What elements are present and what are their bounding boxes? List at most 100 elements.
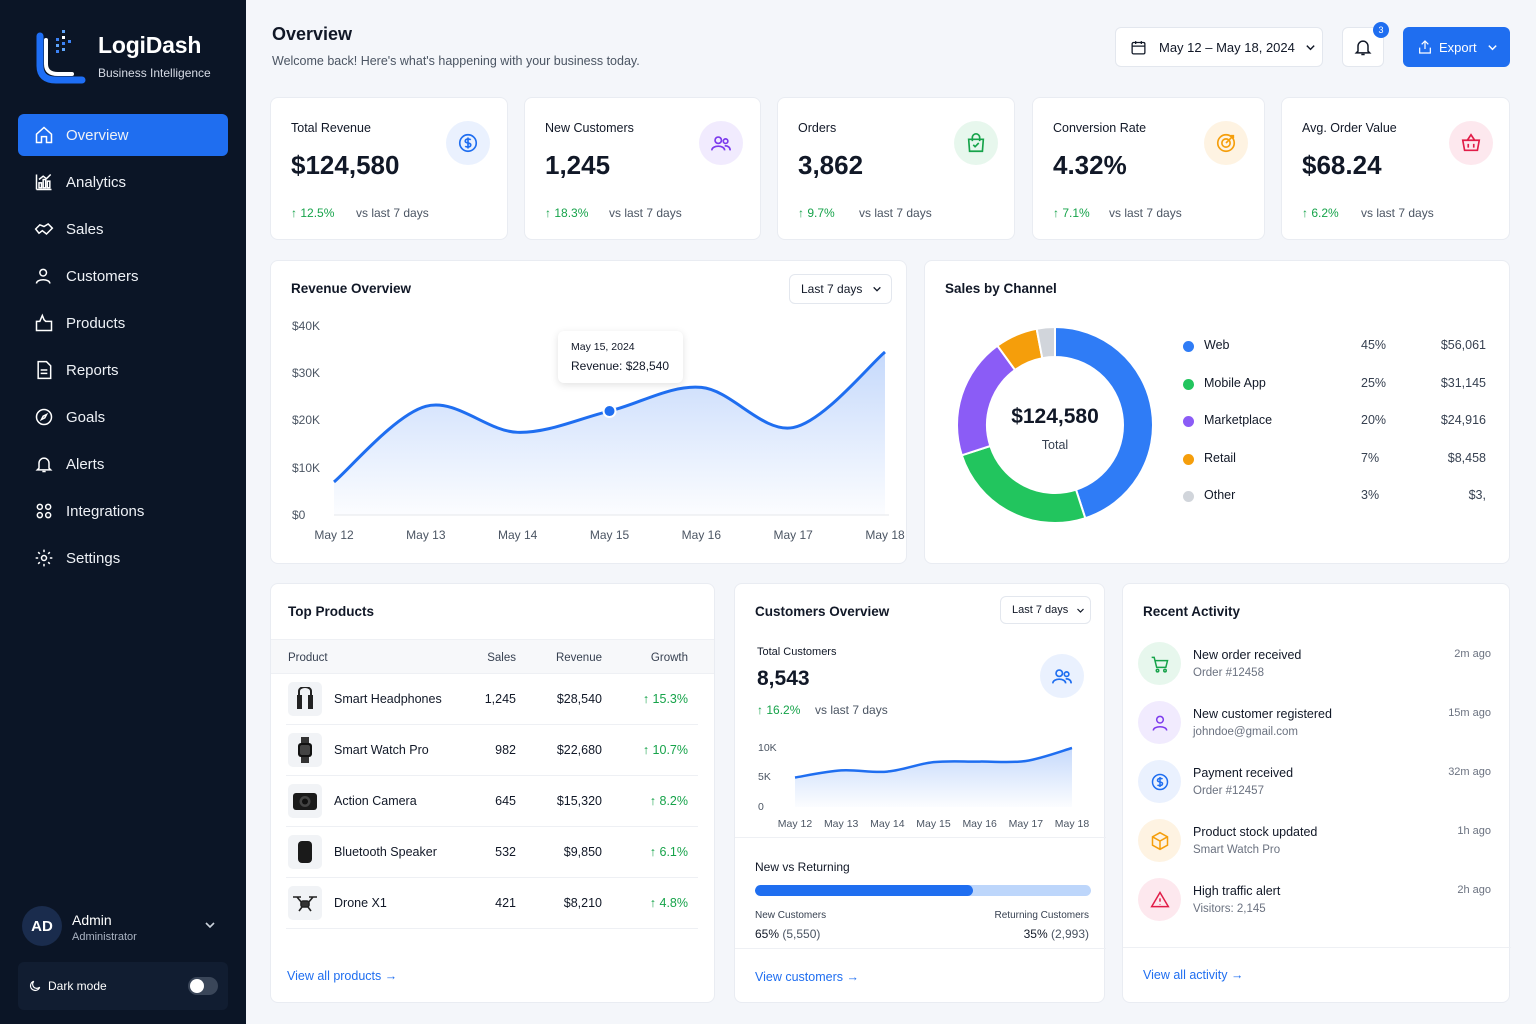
dark-mode-row: Dark mode — [18, 962, 228, 1010]
table-row[interactable]: Bluetooth Speaker 532 $9,850 ↑ 6.1% — [286, 827, 698, 878]
donut-slice-web[interactable] — [1054, 325, 1154, 520]
legend-item[interactable]: Other 3% $3, — [1183, 487, 1486, 507]
sidebar-item-label: Alerts — [66, 455, 105, 473]
sidebar-item-alerts[interactable]: Alerts — [18, 443, 228, 485]
activity-time: 2m ago — [1454, 648, 1491, 660]
activity-subtitle: Order #12457 — [1193, 785, 1264, 797]
activity-item[interactable]: Payment received Order #12457 32m ago — [1138, 760, 1491, 810]
activity-item[interactable]: New order received Order #12458 2m ago — [1138, 642, 1491, 692]
alert-icon — [1138, 878, 1181, 921]
activity-time: 2h ago — [1457, 884, 1491, 896]
y-tick-label: 0 — [758, 800, 764, 813]
sidebar-item-sales[interactable]: Sales — [18, 208, 228, 250]
x-tick-label: May 18 — [865, 528, 905, 542]
dark-mode-toggle[interactable] — [188, 977, 218, 995]
users-icon — [699, 121, 743, 165]
kpi-card-conversion-rate: Conversion Rate 4.32% ↑ 7.1% vs last 7 d… — [1032, 97, 1265, 240]
sidebar-item-label: Sales — [66, 220, 104, 238]
sidebar-item-label: Goals — [66, 408, 106, 426]
sidebar-item-goals[interactable]: Goals — [18, 396, 228, 438]
x-tick-label: May 14 — [497, 528, 538, 542]
kpi-comparison: vs last 7 days — [1361, 206, 1434, 220]
legend-swatch — [1183, 378, 1194, 390]
sidebar-item-analytics[interactable]: Analytics — [18, 161, 228, 203]
notification-count-badge: 3 — [1373, 22, 1389, 38]
bell-icon — [1353, 37, 1373, 57]
data-point-marker[interactable] — [602, 404, 617, 419]
sidebar-item-customers[interactable]: Customers — [18, 255, 228, 297]
tooltip-date: May 15, 2024 — [571, 341, 635, 353]
avatar: AD — [22, 906, 62, 946]
y-tick-label: 10K — [758, 741, 777, 754]
drone-icon — [288, 886, 322, 920]
table-row[interactable]: Drone X1 421 $8,210 ↑ 4.8% — [286, 878, 698, 929]
document-icon — [34, 360, 54, 380]
table-row[interactable]: Action Camera 645 $15,320 ↑ 8.2% — [286, 776, 698, 827]
gear-icon — [34, 548, 54, 568]
donut-slice-mobile-app[interactable] — [960, 444, 1087, 524]
logo-icon — [36, 30, 86, 84]
product-growth: ↑ 6.1% — [649, 845, 688, 859]
legend-name: Marketplace — [1204, 413, 1273, 427]
legend-percent: 3% — [1361, 488, 1380, 502]
legend-item[interactable]: Marketplace 20% $24,916 — [1183, 412, 1486, 432]
legend-item[interactable]: Mobile App 25% $31,145 — [1183, 375, 1486, 395]
activity-subtitle: johndoe@gmail.com — [1193, 726, 1299, 738]
activity-title: New customer registered — [1193, 707, 1332, 721]
date-range-picker[interactable]: May 12 – May 18, 2024 — [1115, 27, 1323, 67]
x-tick-label: May 17 — [1008, 818, 1044, 830]
customers-comparison: vs last 7 days — [815, 703, 888, 717]
legend-amount: $31,145 — [1440, 375, 1486, 390]
kpi-card-avg-order-value: Avg. Order Value $68.24 ↑ 6.2% vs last 7… — [1281, 97, 1510, 240]
y-tick-label: $40K — [292, 318, 321, 333]
view-customers-link[interactable]: View customers → — [755, 970, 859, 984]
view-all-products-link[interactable]: View all products → — [287, 969, 398, 983]
bell-icon — [34, 454, 54, 474]
total-customers-value: 8,543 — [757, 667, 810, 690]
x-tick-label: May 16 — [681, 528, 722, 542]
product-name: Action Camera — [334, 794, 417, 808]
product-growth: ↑ 15.3% — [642, 692, 688, 706]
brand[interactable]: LogiDash Business Intelligence — [36, 26, 211, 84]
column-header-revenue: Revenue — [555, 652, 602, 664]
arrow-right-icon: → — [846, 970, 859, 984]
kpi-comparison: vs last 7 days — [356, 206, 429, 220]
customers-overview-card: Customers Overview Last 7 days Total Cus… — [734, 583, 1106, 1003]
sidebar-item-integrations[interactable]: Integrations — [18, 490, 228, 532]
legend-item[interactable]: Retail 7% $8,458 — [1183, 450, 1486, 470]
revenue-period-select[interactable]: Last 7 days — [789, 274, 892, 304]
product-sales: 645 — [495, 794, 516, 808]
activity-item[interactable]: New customer registered johndoe@gmail.co… — [1138, 701, 1491, 751]
new-vs-returning-bar — [755, 885, 1091, 896]
kpi-value: $124,580 — [291, 150, 400, 180]
target-icon — [1204, 121, 1248, 165]
kpi-change: ↑ 9.7% — [798, 206, 835, 220]
sidebar-item-reports[interactable]: Reports — [18, 349, 228, 391]
chevron-down-icon — [872, 284, 882, 294]
sidebar: LogiDash Business Intelligence Overview … — [0, 0, 246, 1024]
view-all-activity-link[interactable]: View all activity → — [1143, 968, 1244, 982]
user-menu[interactable]: AD Admin Administrator — [22, 906, 222, 948]
sidebar-item-overview[interactable]: Overview — [18, 114, 228, 156]
activity-item[interactable]: High traffic alert Visitors: 2,145 2h ag… — [1138, 878, 1491, 928]
sidebar-item-label: Integrations — [66, 502, 145, 520]
export-icon — [1417, 39, 1433, 55]
export-button[interactable]: Export — [1403, 27, 1510, 67]
bar-chart-icon — [34, 172, 54, 192]
customers-period-select[interactable]: Last 7 days — [1000, 596, 1091, 624]
home-icon — [34, 125, 54, 145]
product-revenue: $15,320 — [556, 794, 602, 808]
x-tick-label: May 14 — [870, 818, 905, 830]
new-customers-stat: 65% (5,550) — [755, 927, 821, 941]
legend-item[interactable]: Web 45% $56,061 — [1183, 337, 1486, 357]
table-row[interactable]: Smart Watch Pro 982 $22,680 ↑ 10.7% — [286, 725, 698, 776]
legend-swatch — [1183, 416, 1194, 427]
notifications-button[interactable]: 3 — [1342, 22, 1389, 67]
donut-slice-other[interactable] — [1035, 325, 1056, 360]
sidebar-item-settings[interactable]: Settings — [18, 537, 228, 579]
dark-mode-label: Dark mode — [48, 979, 107, 993]
sidebar-item-products[interactable]: Products — [18, 302, 228, 344]
table-row[interactable]: Smart Headphones 1,245 $28,540 ↑ 15.3% — [286, 674, 698, 725]
y-tick-label: $20K — [292, 413, 321, 428]
activity-item[interactable]: Product stock updated Smart Watch Pro 1h… — [1138, 819, 1491, 869]
